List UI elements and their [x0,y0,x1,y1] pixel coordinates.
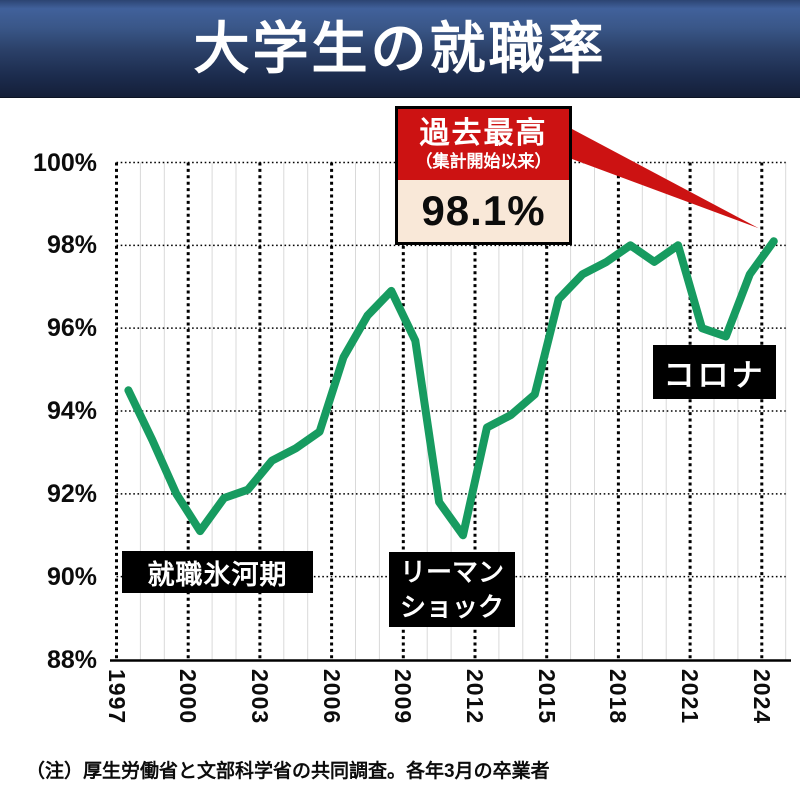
callout-arrow [572,129,759,229]
employment-rate-line [124,237,778,540]
y-axis-label: 100% [33,148,97,177]
callout-value: 98.1% [421,187,546,234]
callout-body: 98.1% [398,180,569,242]
y-axis-label: 92% [46,479,97,508]
callout-header: 過去最高 （集計開始以来） [398,109,569,180]
annotation-corona: コロナ [653,345,776,399]
annotation-lehman-shock: リーマン ショック [389,552,515,627]
title-banner: 大学生の就職率 [0,0,800,98]
annotation-ice-age: 就職氷河期 [122,551,313,593]
callout-subtitle: （集計開始以来） [415,152,552,171]
y-axis-label: 90% [46,562,97,591]
record-high-callout: 過去最高 （集計開始以来） 98.1% [395,106,572,245]
y-axis-label: 98% [46,231,97,260]
page-title: 大学生の就職率 [193,17,607,80]
y-axis-label: 88% [46,645,97,674]
y-axis-label: 94% [46,397,97,425]
callout-title: 過去最高 [419,117,548,150]
footnote: （注）厚生労働省と文部科学省の共同調査。各年3月の卒業者 [26,761,550,782]
y-axis-label: 96% [46,314,97,343]
